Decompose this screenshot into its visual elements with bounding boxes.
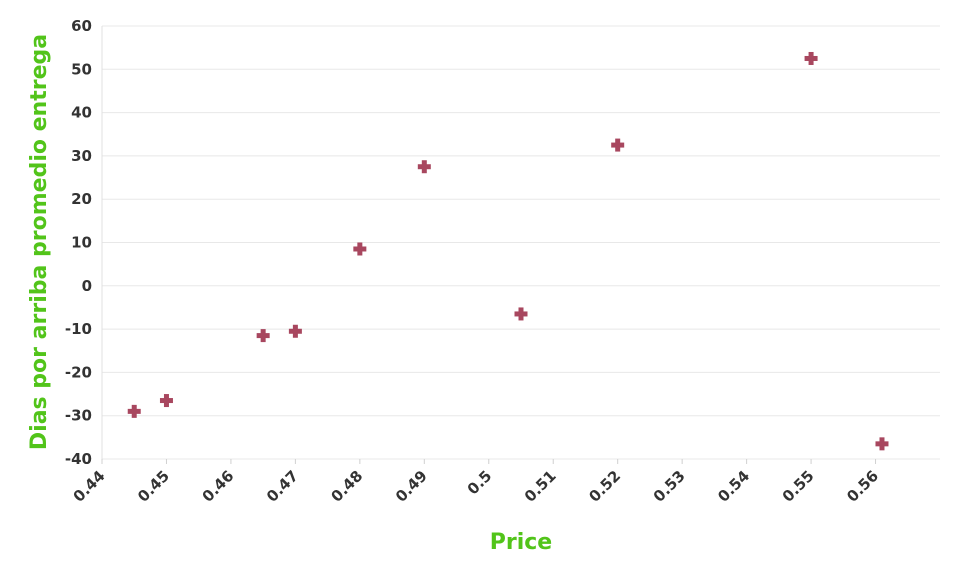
y-axis-title: Dias por arriba promedio entrega: [27, 34, 52, 450]
grid-lines: [101, 25, 940, 460]
x-tick-label: 0.54: [714, 467, 753, 506]
y-tick-label: -10: [65, 320, 92, 338]
data-point: [611, 138, 625, 152]
x-tick-label: 0.55: [779, 467, 818, 506]
x-tick-label: 0.47: [263, 467, 302, 506]
x-tick-label: 0.46: [199, 467, 238, 506]
x-tick-label: 0.51: [521, 467, 560, 506]
y-tick-label: -20: [65, 363, 92, 381]
data-points: [127, 51, 889, 451]
x-tick-label: 0.49: [392, 467, 431, 506]
data-point: [353, 242, 367, 256]
y-tick-label: 50: [71, 60, 92, 78]
data-point: [159, 394, 173, 408]
y-tick-label: 10: [71, 234, 92, 252]
y-tick-label: 40: [71, 104, 92, 122]
x-tick-label: 0.56: [843, 467, 882, 506]
x-tick-label: 0.45: [134, 467, 173, 506]
x-tick-label: 0.5: [464, 467, 496, 499]
y-axis-ticks: 60 50 40 30 20 10 0 -10 -20 -30 -40: [65, 17, 92, 468]
data-point: [127, 404, 141, 418]
data-point: [288, 324, 302, 338]
x-tick-label: 0.48: [327, 467, 366, 506]
x-tick-label: 0.52: [585, 467, 624, 506]
x-tick-label: 0.53: [650, 467, 689, 506]
y-tick-label: -30: [65, 407, 92, 425]
data-point: [514, 307, 528, 321]
y-tick-label: 60: [71, 17, 92, 35]
data-point: [875, 437, 889, 451]
x-axis-ticks: 0.44 0.45 0.46 0.47 0.48 0.49 0.5 0.51 0.52 0.53 0…: [70, 459, 882, 506]
data-point: [804, 51, 818, 65]
x-axis-title: Price: [490, 530, 552, 555]
y-tick-label: 20: [71, 190, 92, 208]
data-point: [256, 329, 270, 343]
x-tick-label: 0.44: [70, 467, 109, 506]
data-point: [417, 160, 431, 174]
y-tick-label: -40: [65, 450, 92, 468]
y-tick-label: 30: [71, 147, 92, 165]
y-tick-label: 0: [82, 277, 92, 295]
